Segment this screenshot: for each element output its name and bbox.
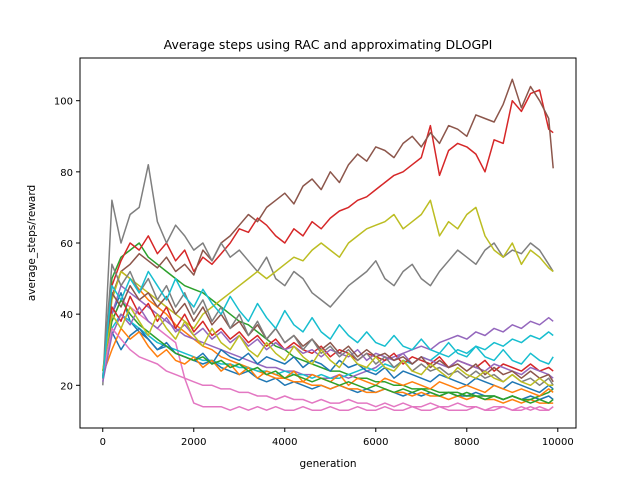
series-line-17	[102, 327, 554, 411]
x-tick-label: 0	[100, 437, 106, 448]
y-tick-label: 60	[60, 239, 73, 250]
series-layer	[102, 78, 554, 411]
series-line-10	[102, 313, 554, 379]
series-line-4	[102, 89, 554, 379]
series-line-18	[102, 263, 554, 387]
series-line-8	[102, 163, 554, 386]
x-axis-label: generation	[299, 458, 356, 470]
series-line-9	[102, 199, 554, 379]
series-line-20	[102, 270, 554, 379]
y-axis-label: average_steps/reward	[26, 185, 38, 301]
x-tick-label: 4000	[272, 437, 297, 448]
y-tick-label: 80	[60, 168, 73, 179]
series-line-13	[102, 299, 554, 404]
y-tick-label: 100	[54, 97, 73, 108]
x-tick-label: 2000	[181, 437, 206, 448]
series-line-14	[102, 295, 554, 379]
series-line-16	[102, 284, 554, 383]
series-line-6	[102, 78, 554, 379]
y-tick-label: 20	[60, 381, 73, 392]
x-axis: 0 2000 4000 6000 8000 10000	[100, 428, 574, 448]
x-tick-label: 10000	[542, 437, 574, 448]
y-tick-label: 40	[60, 310, 73, 321]
x-tick-label: 6000	[363, 437, 388, 448]
series-line-19	[102, 306, 554, 387]
chart-title: Average steps using RAC and approximatin…	[164, 37, 493, 52]
x-tick-label: 8000	[454, 437, 479, 448]
series-line-15	[102, 306, 554, 382]
y-axis: 20 40 60 80 100	[54, 97, 80, 392]
